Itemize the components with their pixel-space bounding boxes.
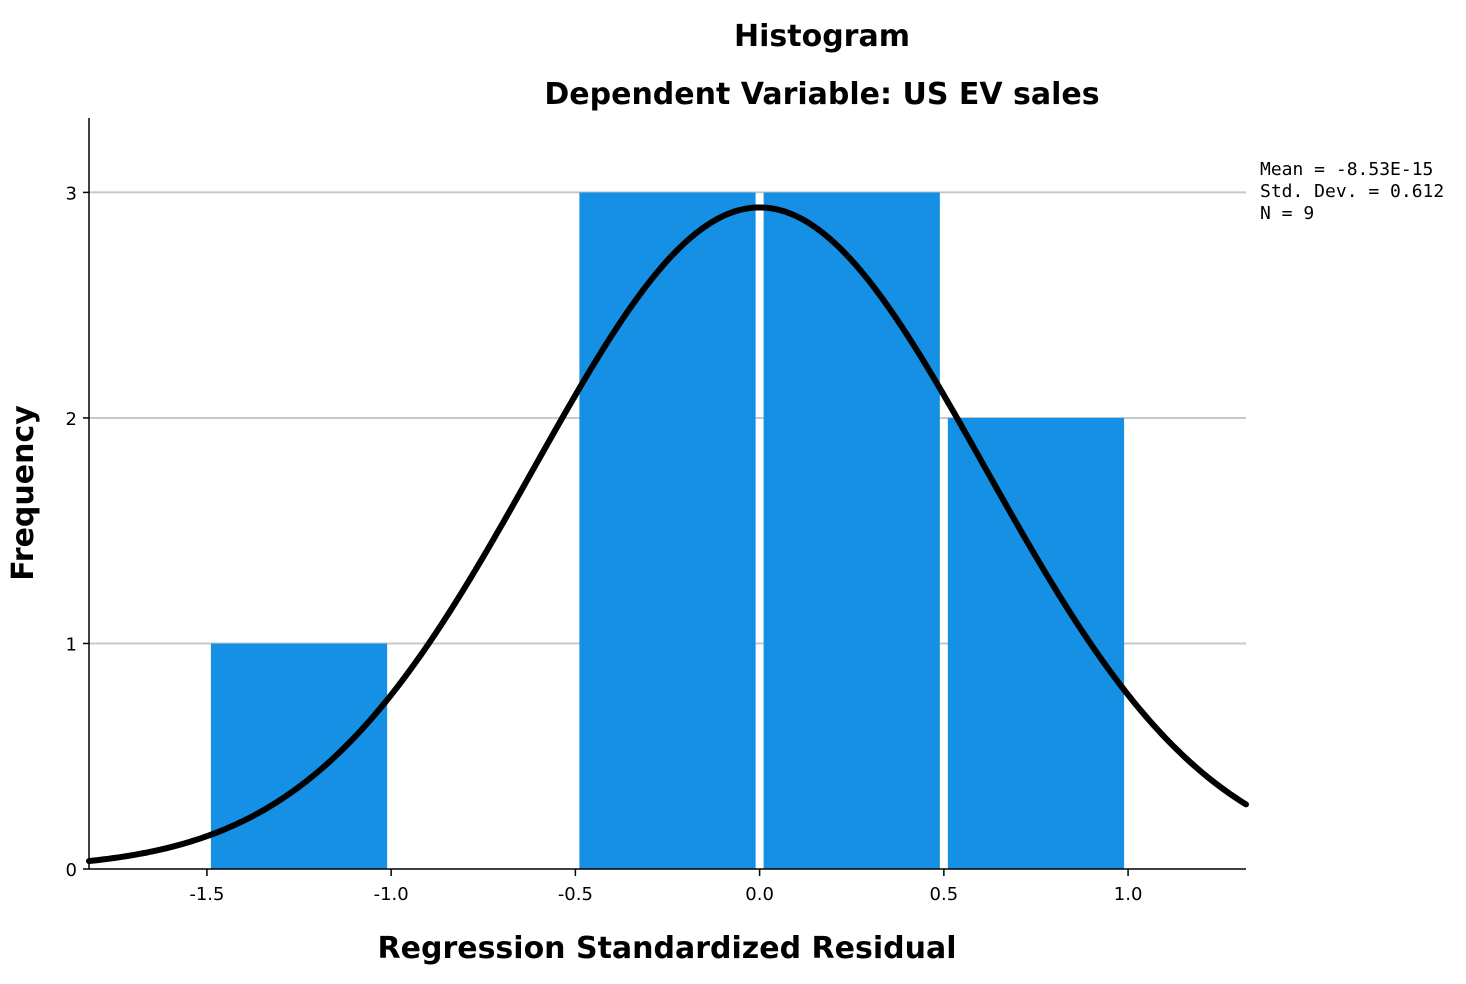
x-axis-title: Regression Standardized Residual bbox=[378, 931, 957, 966]
y-tick-label-2: 2 bbox=[66, 409, 77, 430]
normal-curve bbox=[86, 204, 1249, 865]
y-tick-label-1: 1 bbox=[66, 634, 77, 655]
stats-std-dev: Std. Dev. = 0.612 bbox=[1260, 181, 1444, 202]
chart-title: Histogram bbox=[734, 19, 910, 54]
x-axis-ticks: -1.5 -1.0 -0.5 0.0 0.5 1.0 bbox=[189, 869, 1142, 905]
stats-legend: Mean = -8.53E-15 Std. Dev. = 0.612 N = 9 bbox=[1260, 159, 1444, 224]
x-tick-label-4: 0.5 bbox=[930, 884, 959, 905]
histogram-bar-3 bbox=[763, 192, 940, 870]
x-tick-label-2: -0.5 bbox=[558, 884, 593, 905]
y-axis-ticks: 0 1 2 3 bbox=[66, 183, 89, 881]
y-axis-title: Frequency bbox=[6, 405, 41, 581]
histogram-bar-2 bbox=[579, 192, 756, 870]
x-tick-label-5: 1.0 bbox=[1114, 884, 1143, 905]
stats-mean: Mean = -8.53E-15 bbox=[1260, 159, 1433, 180]
x-tick-label-1: -1.0 bbox=[374, 884, 409, 905]
x-tick-label-0: -1.5 bbox=[189, 884, 224, 905]
histogram-bar-4 bbox=[947, 417, 1125, 869]
bars bbox=[210, 192, 1125, 870]
y-tick-label-0: 0 bbox=[66, 860, 77, 881]
x-tick-label-3: 0.0 bbox=[745, 884, 774, 905]
chart-subtitle: Dependent Variable: US EV sales bbox=[544, 77, 1099, 112]
histogram-bar-0 bbox=[210, 643, 388, 869]
stats-n: N = 9 bbox=[1260, 203, 1314, 224]
y-tick-label-3: 3 bbox=[66, 183, 77, 204]
